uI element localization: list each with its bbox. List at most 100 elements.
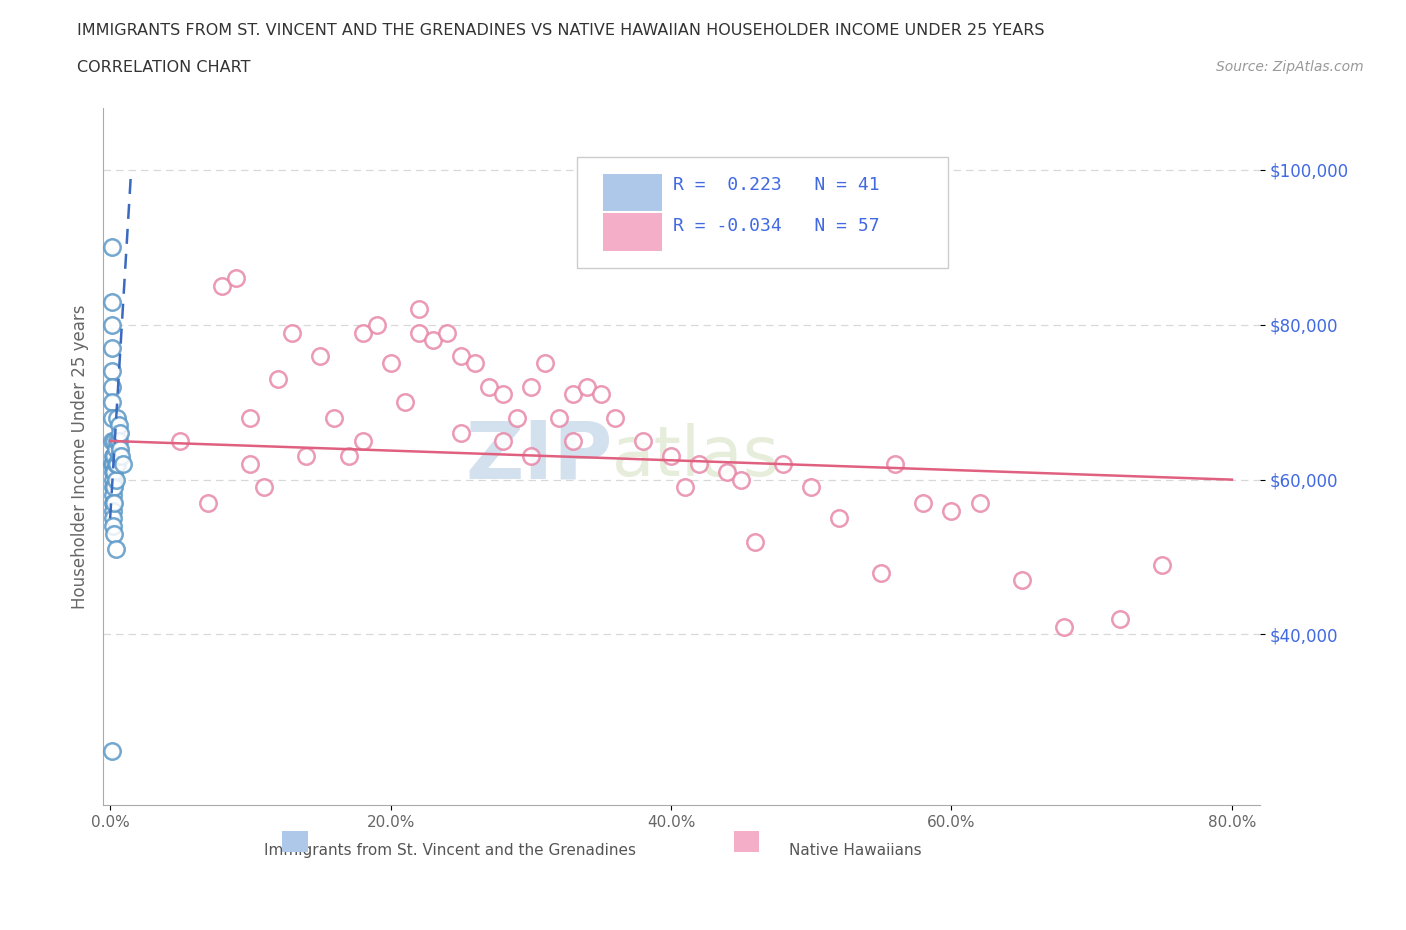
Point [105,410,128,425]
Point [100,317,122,332]
Text: R = -0.034   N = 57: R = -0.034 N = 57 [673,218,880,235]
Point [100,433,122,448]
Point [111,457,134,472]
Point [107,433,129,448]
Point [281,326,304,340]
Point [520,449,543,464]
Bar [283,831,308,852]
Point [105,433,128,448]
Point [631,433,654,448]
Point [884,457,907,472]
Point [100,294,122,309]
Point [103,464,125,479]
Point [464,356,486,371]
Point [380,356,402,371]
Point [110,449,132,464]
Text: CORRELATION CHART: CORRELATION CHART [77,60,250,75]
Point [103,526,125,541]
Point [100,364,122,379]
Point [101,511,124,525]
Point [101,449,124,464]
Point [104,457,127,472]
Point [253,480,276,495]
Text: atlas: atlas [612,423,780,490]
Text: IMMIGRANTS FROM ST. VINCENT AND THE GRENADINES VS NATIVE HAWAIIAN HOUSEHOLDER IN: IMMIGRANTS FROM ST. VINCENT AND THE GREN… [77,23,1045,38]
Point [547,410,569,425]
Point [352,433,374,448]
Point [800,480,823,495]
Point [575,379,598,394]
Point [337,449,360,464]
Point [101,457,124,472]
Point [1108,612,1130,627]
Point [730,472,752,487]
Point [267,372,290,387]
Point [941,503,963,518]
Point [104,441,127,456]
Point [534,356,557,371]
Point [492,433,515,448]
Point [100,240,122,255]
Point [408,302,430,317]
Point [103,496,125,511]
Point [422,333,444,348]
Point [492,387,515,402]
Point [828,511,851,525]
Point [101,503,124,518]
Point [659,449,682,464]
Text: Immigrants from St. Vincent and the Grenadines: Immigrants from St. Vincent and the Gren… [264,844,636,858]
Point [744,534,766,549]
Point [169,433,191,448]
Point [105,457,128,472]
Point [1150,557,1173,572]
Point [103,433,125,448]
Point [100,743,122,758]
Point [225,271,247,286]
Point [100,457,122,472]
Point [101,480,124,495]
Point [101,519,124,534]
Point [323,410,346,425]
Point [104,472,127,487]
Point [103,449,125,464]
Point [1053,619,1076,634]
Bar [734,831,759,852]
Point [107,449,129,464]
Point [408,326,430,340]
Point [100,394,122,409]
Point [912,496,935,511]
Text: ZIP: ZIP [465,418,612,496]
Point [103,480,125,495]
Point [211,279,233,294]
Point [394,394,416,409]
Point [101,464,124,479]
Point [352,326,374,340]
Point [295,449,318,464]
Point [589,387,612,402]
Point [107,418,129,432]
Point [104,542,127,557]
Point [100,340,122,355]
Point [478,379,501,394]
Point [108,441,131,456]
Text: Native Hawaiians: Native Hawaiians [789,844,921,858]
FancyBboxPatch shape [578,157,948,268]
Point [1011,573,1033,588]
Point [688,457,710,472]
Point [197,496,219,511]
Point [520,379,543,394]
Point [506,410,529,425]
Point [969,496,991,511]
Point [716,464,738,479]
Point [436,326,458,340]
Point [603,410,626,425]
Point [772,457,794,472]
Point [101,472,124,487]
Text: R =  0.223   N = 41: R = 0.223 N = 41 [673,177,880,194]
Point [309,349,332,364]
Point [108,426,131,441]
Point [450,349,472,364]
FancyBboxPatch shape [603,174,662,211]
Point [870,565,893,580]
Point [673,480,696,495]
